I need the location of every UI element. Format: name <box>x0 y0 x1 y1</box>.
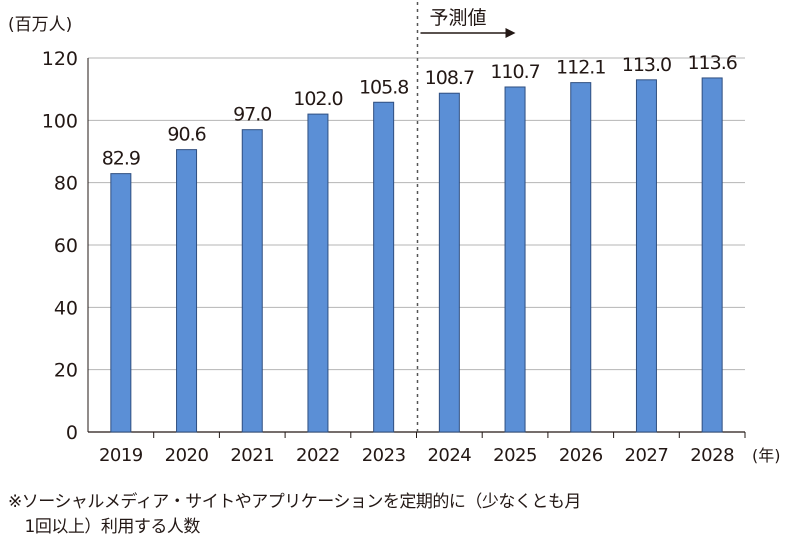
x-tick-label: 2024 <box>427 445 471 466</box>
y-tick-label: 60 <box>54 235 78 257</box>
data-label: 112.1 <box>556 57 605 79</box>
y-tick-label: 20 <box>54 360 78 382</box>
x-tick-label: 2025 <box>493 445 537 466</box>
data-label: 102.0 <box>293 88 342 110</box>
y-tick-label: 80 <box>54 173 78 195</box>
data-label: 90.6 <box>167 124 205 146</box>
bar <box>504 86 526 433</box>
x-tick-label: 2026 <box>559 445 603 466</box>
data-label: 113.0 <box>622 54 671 76</box>
y-tick-label: 40 <box>54 297 78 319</box>
bar <box>701 77 723 433</box>
bar <box>438 92 460 433</box>
bar <box>373 101 395 433</box>
footnote-line-1: ※ソーシャルメディア・サイトやアプリケーションを定期的に（少なくとも月 <box>8 492 581 512</box>
bar <box>176 149 198 433</box>
x-tick-label: 2020 <box>165 445 209 466</box>
y-tick-label: 100 <box>42 110 78 132</box>
data-label: 110.7 <box>490 61 539 83</box>
bar <box>635 79 657 433</box>
data-label: 105.8 <box>359 76 408 98</box>
bar <box>570 82 592 433</box>
y-tick-label: 120 <box>42 48 78 70</box>
x-tick-label: 2021 <box>230 445 274 466</box>
bar <box>307 113 329 433</box>
bar <box>241 129 263 433</box>
forecast-label: 予測値 <box>430 7 487 29</box>
bar <box>110 173 132 433</box>
data-label: 97.0 <box>233 104 271 126</box>
y-tick-label: 0 <box>66 422 78 444</box>
x-tick-label: 2027 <box>625 445 669 466</box>
arrow-head-icon <box>505 28 516 38</box>
data-label: 113.6 <box>687 52 736 74</box>
y-axis-title: (百万人) <box>8 15 72 35</box>
x-tick-label: 2028 <box>690 445 734 466</box>
data-label: 108.7 <box>425 67 474 89</box>
x-tick-label: 2019 <box>99 445 143 466</box>
data-label: 82.9 <box>102 148 140 170</box>
x-tick-label: 2022 <box>296 445 340 466</box>
x-axis-title: (年) <box>752 446 781 465</box>
x-tick-label: 2023 <box>362 445 406 466</box>
footnote-line-2: 1回以上）利用する人数 <box>8 517 200 537</box>
